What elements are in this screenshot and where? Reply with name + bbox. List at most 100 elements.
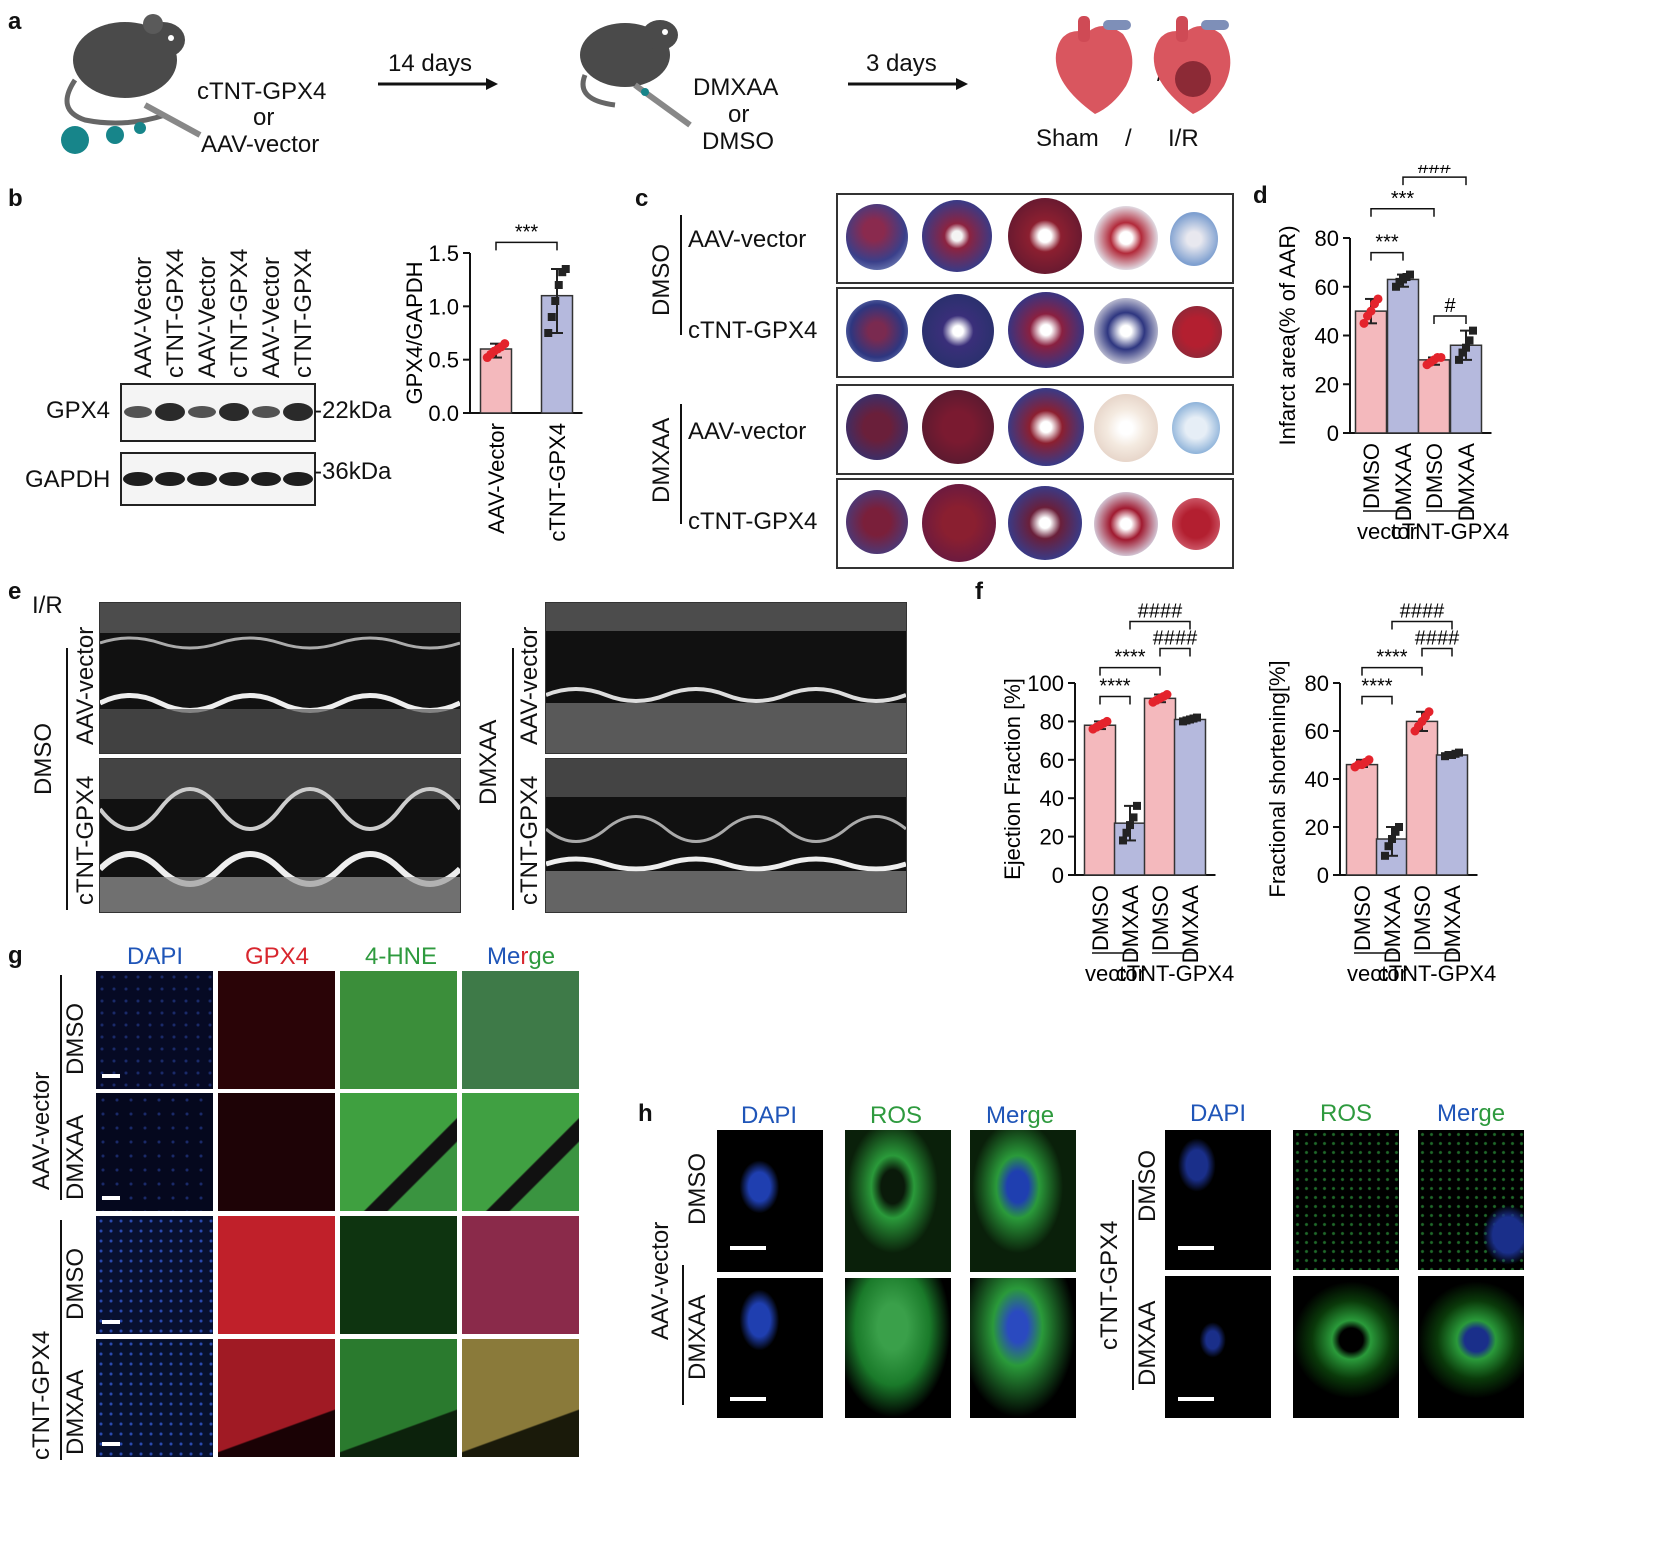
data-point — [1366, 306, 1376, 316]
sham-ir-slash: / — [1125, 125, 1132, 152]
significance-bracket — [1402, 176, 1467, 186]
micrograph-merge — [462, 1339, 579, 1457]
significance-bracket — [495, 241, 558, 251]
x-tick-label: DMSO — [1422, 443, 1447, 509]
y-tick-label: 20 — [1040, 825, 1064, 850]
channel-4hne-g: 4-HNE — [365, 943, 438, 970]
data-point — [1384, 842, 1393, 851]
micrograph-ros — [1293, 1130, 1399, 1270]
sham-label: Sham — [1036, 125, 1099, 152]
blot-row-gpx4: GPX4 — [46, 397, 111, 424]
micrograph-dapi — [96, 1216, 213, 1334]
micrograph-merge — [462, 971, 579, 1089]
group-label-dmso: DMSO — [648, 244, 675, 316]
bar — [1173, 718, 1207, 876]
lane-label-2: cTNT-GPX4 — [162, 248, 189, 378]
significance-label: #### — [1153, 627, 1198, 649]
y-tick-label: 80 — [1315, 226, 1339, 251]
data-point — [1395, 823, 1403, 831]
group-label-dmso-e: DMSO — [30, 723, 57, 795]
micrograph-merge — [970, 1278, 1076, 1418]
panel-label-d: d — [1253, 182, 1268, 209]
y-tick-label: 0.5 — [428, 348, 459, 373]
step2-line2: or — [728, 101, 750, 128]
scale-bar — [730, 1397, 766, 1401]
significance-bracket — [1361, 666, 1423, 676]
treatment-g-1: DMSO — [62, 1003, 89, 1075]
significance-label: **** — [1376, 647, 1407, 669]
blot-kda-22: -22kDa — [314, 397, 392, 424]
significance-bracket — [1391, 620, 1453, 630]
micrograph-dapi — [1165, 1276, 1271, 1418]
western-blot-gpx4 — [120, 383, 316, 442]
heart-slice — [1170, 212, 1218, 266]
heart-slice — [1094, 492, 1158, 556]
data-point — [1162, 690, 1172, 700]
data-point — [1381, 851, 1389, 860]
significance-bracket — [1421, 647, 1453, 657]
significance-label: #### — [1138, 601, 1183, 623]
y-tick-label: 0.0 — [428, 401, 459, 426]
micrograph-4hne — [340, 1093, 457, 1211]
heart-slice — [1094, 298, 1158, 364]
panel-label-a: a — [8, 8, 22, 35]
row-label-4: cTNT-GPX4 — [688, 508, 818, 535]
significance-bracket — [1099, 666, 1161, 676]
heart-slice — [1008, 388, 1084, 466]
arrow-right-icon — [848, 78, 968, 90]
lane-label-3: AAV-Vector — [194, 257, 221, 378]
x-tick-label: DMXAA — [1178, 885, 1203, 964]
significance-label: **** — [1099, 675, 1130, 697]
data-point — [1455, 748, 1463, 757]
y-tick-label: 20 — [1305, 815, 1329, 840]
significance-label: *** — [515, 221, 539, 243]
ir-label-e: I/R — [32, 592, 63, 619]
y-tick-label: 0 — [1327, 421, 1339, 446]
group-label-h-2: cTNT-GPX4 — [1096, 1220, 1123, 1350]
group-label-dmxaa: DMXAA — [648, 417, 675, 503]
scale-bar — [1178, 1397, 1214, 1401]
data-point — [1359, 318, 1369, 328]
data-point — [1424, 707, 1434, 717]
data-point — [547, 313, 556, 321]
scale-bar — [102, 1074, 120, 1078]
western-blot-gapdh — [120, 452, 316, 506]
treatment-g-2: DMXAA — [62, 1114, 89, 1200]
data-point — [1373, 294, 1383, 304]
echo-dmso-vector — [99, 602, 461, 754]
y-tick-label: 80 — [1305, 671, 1329, 696]
data-point — [1388, 835, 1396, 843]
micrograph-merge — [1418, 1130, 1524, 1270]
significance-bracket — [1099, 695, 1131, 705]
heart-slice — [1008, 486, 1082, 560]
panel-label-e: e — [8, 578, 22, 605]
channel-ros-h2: ROS — [1320, 1100, 1373, 1127]
bar — [1354, 310, 1388, 434]
row-label-3: AAV-vector — [688, 418, 807, 445]
data-point — [1458, 348, 1467, 357]
x-tick-label: DMSO — [1088, 885, 1113, 951]
row-label-2: cTNT-GPX4 — [688, 317, 818, 344]
heart-ir-illustration — [1153, 16, 1231, 114]
step2-line3: DMSO — [702, 128, 774, 155]
data-point — [500, 339, 510, 349]
heart-slice — [1172, 402, 1220, 454]
channel-dapi-h1: DAPI — [741, 1102, 798, 1129]
micrograph-4hne — [340, 971, 457, 1089]
scale-bar — [1178, 1246, 1214, 1250]
significance-bracket — [1370, 251, 1404, 261]
arrow2-label: 3 days — [866, 50, 937, 77]
micrograph-dapi — [96, 971, 213, 1089]
ttc-slices-row-1 — [836, 193, 1234, 284]
treatment-g-4: DMXAA — [62, 1369, 89, 1455]
panel-label-c: c — [635, 185, 649, 212]
micrograph-dapi — [717, 1130, 823, 1272]
data-point — [1126, 821, 1134, 830]
significance-label: *** — [1391, 188, 1415, 210]
data-point — [1364, 755, 1374, 765]
scale-bar — [102, 1196, 120, 1200]
micrograph-gpx4 — [218, 1093, 335, 1211]
treatment-h-3: DMSO — [1134, 1150, 1161, 1222]
scale-bar — [730, 1246, 766, 1250]
